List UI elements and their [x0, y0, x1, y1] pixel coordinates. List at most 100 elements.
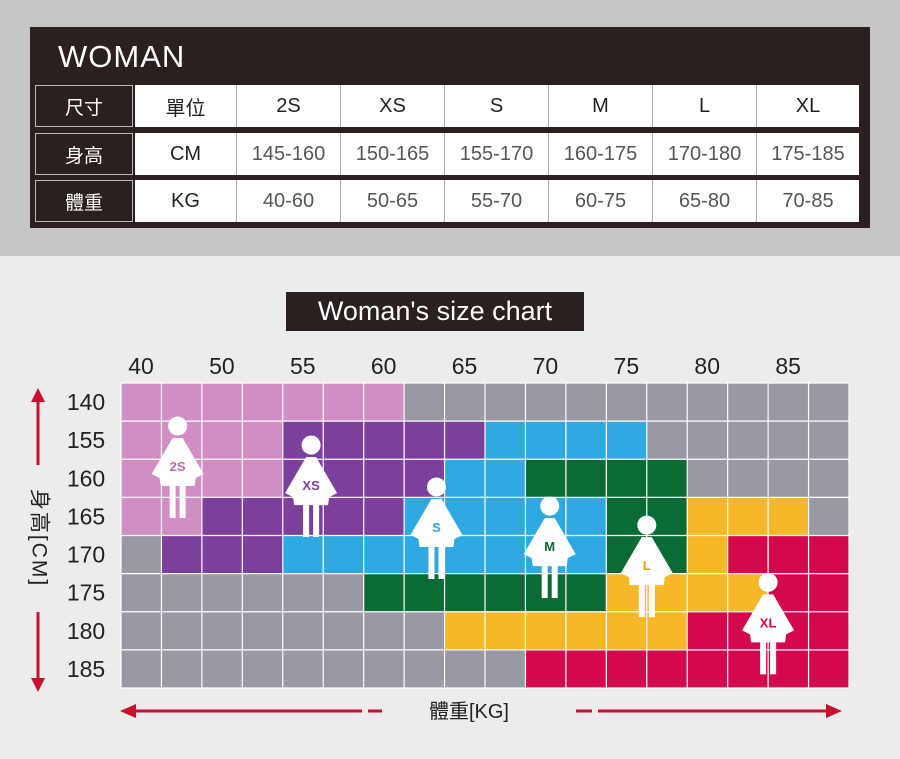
figure-leg — [303, 505, 310, 538]
y-tick-label: 140 — [67, 389, 105, 415]
table-row-weight: 體重 KG 40-60 50-65 55-70 60-75 65-80 70-8… — [35, 180, 859, 222]
figure-leg — [648, 585, 655, 618]
figure-head — [301, 435, 321, 455]
y-tick-label: 165 — [67, 503, 105, 529]
header-size-2s: 2S — [237, 85, 341, 127]
figure-size-label: S — [432, 520, 441, 535]
cell-xs — [201, 497, 243, 536]
cell-m — [525, 459, 566, 498]
figure-leg — [179, 486, 186, 518]
figure-size-label: XL — [760, 615, 777, 630]
height-m: 160-175 — [549, 133, 653, 175]
cell-xs — [363, 497, 405, 536]
y-tick-label: 160 — [67, 465, 105, 491]
cell-m — [404, 573, 445, 612]
cell-xl — [606, 649, 647, 688]
cell-xs — [363, 421, 405, 460]
cell-2s — [201, 459, 243, 498]
cell-xs — [201, 535, 243, 574]
cell-xs — [404, 421, 445, 460]
size-table: WOMAN 尺寸 單位 2S XS S M L XL 身高 CM 145-160… — [30, 27, 870, 228]
cell-l — [444, 611, 485, 650]
cell-2s — [323, 383, 364, 422]
figure-size-label: M — [544, 539, 555, 554]
x-tick-label: 50 — [209, 353, 235, 379]
header-size-m: M — [549, 85, 653, 127]
cell-l — [727, 497, 769, 536]
cell-2s — [201, 383, 243, 422]
x-axis-arrow — [120, 704, 842, 718]
figure-dress — [410, 499, 463, 547]
figure-leg — [541, 566, 548, 599]
cell-l — [646, 611, 688, 650]
cell-xs — [444, 421, 485, 460]
cell-xl — [808, 611, 849, 650]
header-size-xs: XS — [341, 85, 445, 127]
figure-leg — [313, 505, 320, 538]
x-tick-label: 75 — [614, 353, 640, 379]
header-unit-label: 單位 — [135, 85, 237, 127]
weight-m: 60-75 — [549, 180, 653, 222]
row-weight-unit: KG — [135, 180, 237, 222]
cell-xl — [646, 649, 688, 688]
size-figure-s: S — [410, 477, 463, 579]
figure-size-label: XS — [302, 478, 320, 493]
cell-m — [444, 573, 485, 612]
x-axis-label: 體重[KG] — [429, 700, 509, 723]
cell-m — [485, 573, 526, 612]
y-tick-label: 170 — [67, 542, 105, 568]
cell-l — [525, 611, 566, 650]
x-tick-label: 65 — [452, 353, 478, 379]
table-header-row: 尺寸 單位 2S XS S M L XL — [35, 85, 859, 127]
cell-l — [768, 497, 809, 536]
figure-head — [540, 496, 560, 516]
weight-s: 55-70 — [445, 180, 549, 222]
height-s: 155-170 — [445, 133, 549, 175]
y-tick-labels: 140 155 160 165 170 175 180 185 — [67, 389, 105, 682]
cell-l — [687, 573, 728, 612]
cell-2s — [121, 497, 162, 536]
cell-xl — [808, 573, 849, 612]
height-2s: 145-160 — [237, 133, 341, 175]
cell-l — [606, 611, 647, 650]
cell-2s — [242, 383, 283, 422]
x-tick-label: 70 — [533, 353, 559, 379]
cell-xl — [727, 535, 769, 574]
height-xl: 175-185 — [757, 133, 859, 175]
size-figure-2s: 2S — [151, 416, 204, 518]
weight-l: 65-80 — [653, 180, 757, 222]
cell-xs — [323, 421, 364, 460]
figure-leg — [760, 642, 767, 675]
cell-xl — [808, 535, 849, 574]
figure-leg — [551, 566, 558, 599]
figure-dress — [523, 518, 576, 567]
cell-s — [282, 535, 324, 574]
header-size-label: 尺寸 — [35, 85, 133, 127]
size-figures: 2S XS S M L XL — [151, 416, 795, 675]
cell-m — [565, 573, 607, 612]
figure-dress — [742, 594, 795, 643]
cell-l — [485, 611, 526, 650]
figure-leg — [770, 642, 777, 675]
cell-xs — [323, 497, 364, 536]
cell-xl — [768, 535, 809, 574]
figure-head — [426, 477, 446, 497]
cell-l — [687, 497, 728, 536]
cell-xs — [242, 535, 283, 574]
cell-m — [646, 459, 688, 498]
table-row-height: 身高 CM 145-160 150-165 155-170 160-175 17… — [35, 133, 859, 175]
figure-dress — [151, 438, 204, 486]
figure-leg — [169, 486, 176, 518]
cell-2s — [121, 421, 162, 460]
x-tick-labels: 40 50 55 60 65 70 75 80 85 — [128, 353, 801, 379]
header-size-l: L — [653, 85, 757, 127]
y-axis-label: 身高[CM] — [27, 489, 50, 587]
size-figure-xs: XS — [285, 435, 338, 538]
weight-xl: 70-85 — [757, 180, 859, 222]
cell-2s — [363, 383, 405, 422]
table-title: WOMAN — [58, 39, 186, 74]
size-figure-m: M — [523, 496, 576, 599]
y-tick-label: 175 — [67, 580, 105, 606]
row-height-unit: CM — [135, 133, 237, 175]
chart-title: Woman's size chart — [286, 292, 584, 331]
